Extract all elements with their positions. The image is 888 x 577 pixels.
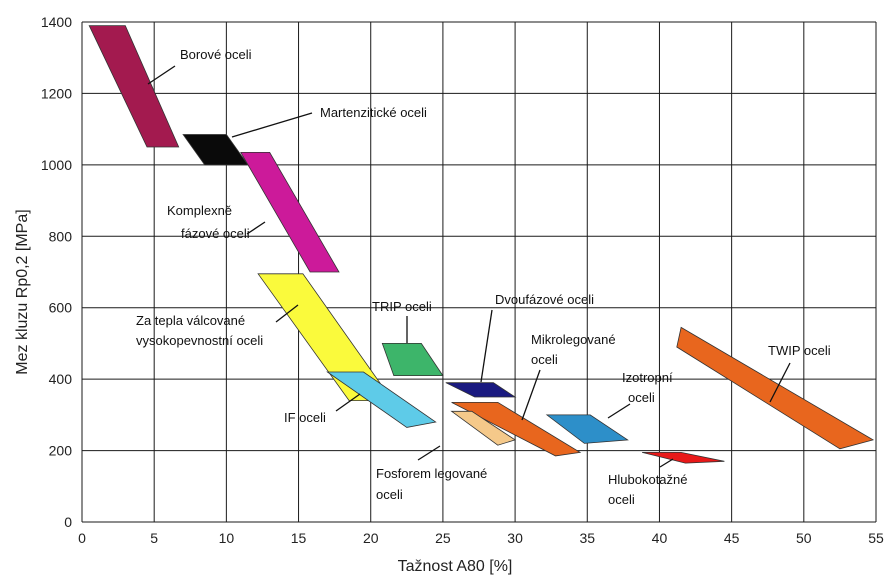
region-0: [88, 25, 180, 148]
grid-lines: [81, 21, 877, 523]
y-tick-label: 0: [64, 514, 72, 530]
label-dvoufazove: Dvoufázové oceli: [495, 292, 594, 307]
x-tick-label: 25: [435, 530, 451, 546]
label-martenziticke: Martenzitické oceli: [320, 105, 427, 120]
label-fosforem-2: oceli: [376, 487, 403, 502]
label-mikrolegovane-1: Mikrolegované: [531, 332, 616, 347]
y-axis-title: Mez kluzu Rp0,2 [MPa]: [14, 209, 31, 374]
y-tick-label: 1400: [41, 14, 72, 30]
y-tick-label: 400: [49, 371, 73, 387]
region-9: [545, 414, 629, 444]
region-8: [450, 410, 517, 446]
region-labels: Borové oceli Martenzitické oceli Komplex…: [136, 47, 831, 507]
label-trip: TRIP oceli: [372, 299, 432, 314]
region-2: [240, 151, 340, 273]
label-fosforem-1: Fosforem legované: [376, 466, 487, 481]
y-tick-label: 200: [49, 443, 73, 459]
x-tick-label: 45: [724, 530, 740, 546]
label-komplexne-2: fázové oceli: [181, 226, 250, 241]
label-komplexne-1: Komplexně: [167, 203, 232, 218]
y-tick-label: 1200: [41, 85, 72, 101]
x-axis-title: Tažnost A80 [%]: [398, 558, 513, 575]
y-tick-label: 800: [49, 228, 73, 244]
y-tick-label: 600: [49, 300, 73, 316]
x-tick-label: 10: [219, 530, 235, 546]
leader-borove: [147, 65, 176, 85]
steel-regions: [88, 25, 875, 464]
label-borove: Borové oceli: [180, 47, 252, 62]
region-5: [445, 382, 517, 398]
leader-hlubokotazne: [659, 458, 674, 468]
x-tick-label: 50: [796, 530, 812, 546]
x-tick-label: 30: [507, 530, 523, 546]
leader-izotropni: [607, 403, 631, 419]
leader-mikrolegovane: [521, 369, 541, 421]
label-leader-lines: [147, 65, 791, 468]
leader-if: [335, 393, 361, 412]
region-6: [451, 401, 582, 457]
leader-dvoufazove: [480, 309, 493, 383]
x-tick-label: 20: [363, 530, 379, 546]
leader-twip: [769, 362, 791, 403]
region-11: [676, 326, 875, 450]
label-izotropni-1: Izotropní: [622, 370, 673, 385]
label-mikrolegovane-2: oceli: [531, 352, 558, 367]
axis-ticks: 0 5 10 15 20 25 30 35 40 45 50 55 0 200 400 600 800 1000 1…: [41, 14, 884, 546]
label-zatepla-1: Za tepla válcované: [136, 313, 245, 328]
x-tick-label: 5: [150, 530, 158, 546]
label-twip: TWIP oceli: [768, 343, 831, 358]
region-1: [182, 134, 249, 166]
leader-zatepla: [275, 304, 299, 323]
label-izotropni-2: oceli: [628, 390, 655, 405]
leader-martenziticke: [231, 112, 313, 138]
label-zatepla-2: vysokopevnostní oceli: [136, 333, 263, 348]
y-tick-label: 1000: [41, 157, 72, 173]
label-hlubokotazne-1: Hlubokotažné: [608, 472, 688, 487]
leader-fosforem: [417, 445, 441, 461]
leader-komplexne: [246, 221, 266, 235]
x-tick-label: 35: [579, 530, 595, 546]
x-tick-label: 55: [868, 530, 884, 546]
region-4: [381, 342, 444, 377]
x-tick-label: 40: [652, 530, 668, 546]
x-tick-label: 15: [291, 530, 307, 546]
x-tick-label: 0: [78, 530, 86, 546]
label-if: IF oceli: [284, 410, 326, 425]
label-hlubokotazne-2: oceli: [608, 492, 635, 507]
region-7: [326, 371, 437, 428]
region-10: [642, 451, 725, 464]
